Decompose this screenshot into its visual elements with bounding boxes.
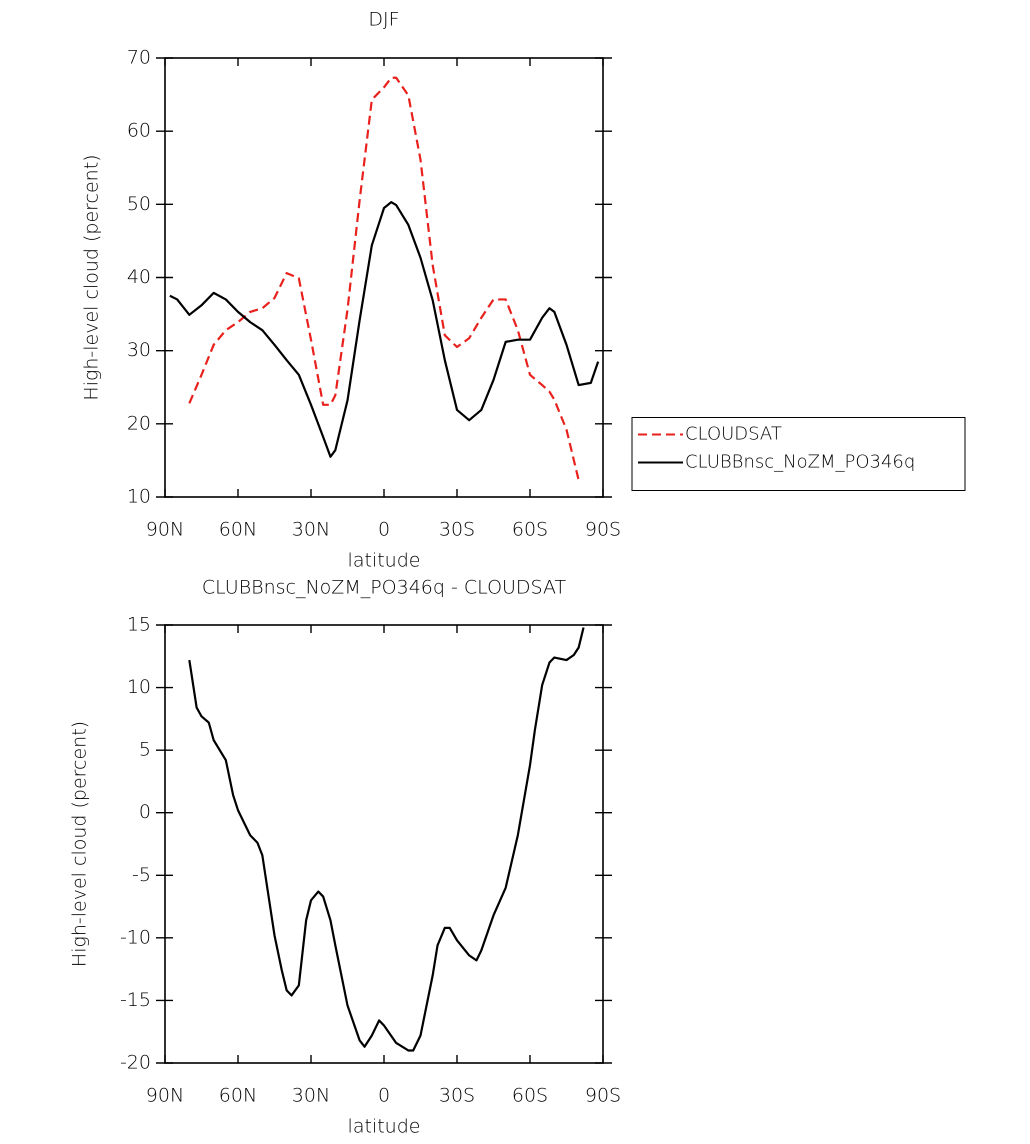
- x-tick-label: 60N: [219, 1085, 257, 1107]
- legend-frame: [631, 417, 966, 491]
- x-tick-label: 30S: [439, 1085, 475, 1107]
- x-tick-label: 90S: [585, 1085, 621, 1107]
- y-tick-label: 0: [139, 801, 151, 823]
- legend: CLOUDSAT CLUBBnsc_NoZM_PO346q: [631, 417, 966, 491]
- x-tick-label: 0: [378, 1085, 390, 1107]
- x-tick-label: 30N: [292, 519, 330, 541]
- plot: DJF 90N 60N 30N 0 30S 60S 90S 10 20 30 40 50 60 70 lati…: [81, 9, 966, 572]
- y-axis-label: High-level cloud (percent): [81, 154, 103, 400]
- legend-label: CLUBBnsc_NoZM_PO346q: [685, 452, 915, 473]
- series-line: [188, 627, 585, 1052]
- plot-frame: [164, 624, 604, 1064]
- x-tick-label: 60N: [219, 519, 257, 541]
- y-tick-label: 70: [127, 47, 151, 69]
- legend-label: CLOUDSAT: [685, 424, 782, 445]
- y-tick-label: 5: [139, 739, 151, 761]
- x-axis-label: latitude: [348, 1116, 421, 1138]
- x-tick-label: 90S: [585, 519, 621, 541]
- x-tick-label: 60S: [512, 519, 548, 541]
- series-line: [188, 76, 580, 481]
- y-tick-label: 30: [127, 339, 151, 361]
- x-tick-label: 90N: [146, 519, 184, 541]
- y-tick-label: 10: [127, 486, 151, 508]
- y-tick-label: -10: [120, 926, 151, 948]
- x-tick-label: 90N: [146, 1085, 184, 1107]
- y-tick-label: 10: [127, 676, 151, 698]
- y-tick-label: 60: [127, 120, 151, 142]
- x-axis-label: latitude: [348, 550, 421, 572]
- plot-frame: [164, 57, 604, 498]
- x-tick-label: 30N: [292, 1085, 330, 1107]
- y-tick-label: -20: [120, 1052, 151, 1074]
- x-tick-label: 0: [378, 519, 390, 541]
- series-line: [169, 201, 600, 458]
- plot: CLUBBnsc_NoZM_PO346q - CLOUDSAT 90N 60N 30N…: [69, 577, 622, 1138]
- y-tick-label: 20: [127, 412, 151, 434]
- x-tick-label: 60S: [512, 1085, 548, 1107]
- y-tick-label: 15: [127, 614, 151, 636]
- y-tick-label: 40: [127, 266, 151, 288]
- chart-title: CLUBBnsc_NoZM_PO346q - CLOUDSAT: [202, 577, 567, 599]
- x-tick-label: 30S: [439, 519, 475, 541]
- chart-title: DJF: [368, 9, 399, 31]
- y-axis-label: High-level cloud (percent): [69, 721, 91, 967]
- y-tick-label: -15: [120, 989, 151, 1011]
- y-tick-label: 50: [127, 193, 151, 215]
- y-tick-label: -5: [132, 864, 151, 886]
